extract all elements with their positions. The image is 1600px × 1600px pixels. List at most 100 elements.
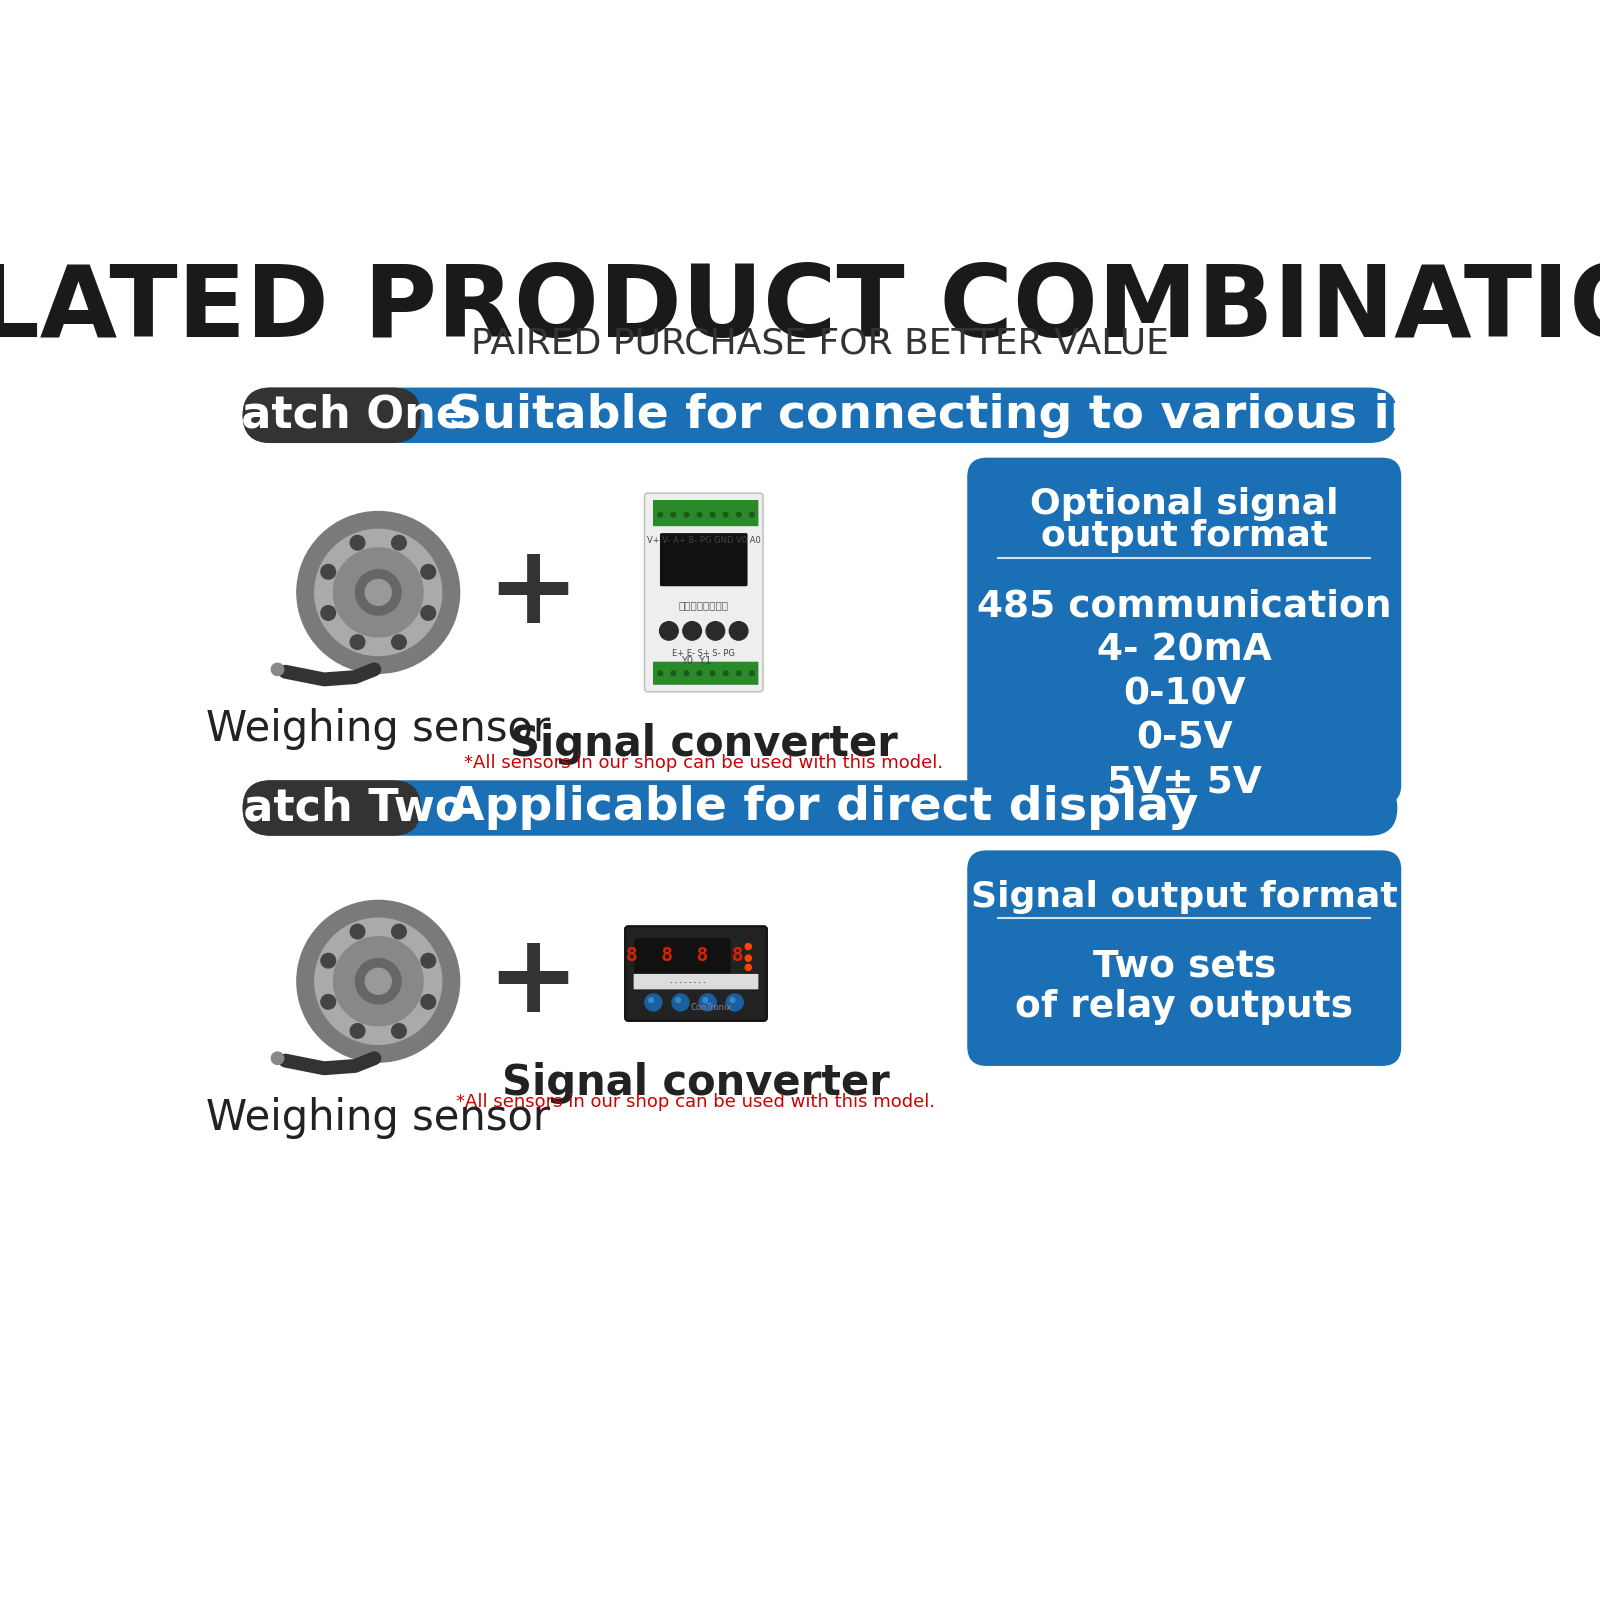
Circle shape: [698, 512, 702, 517]
Circle shape: [670, 512, 675, 517]
Text: +: +: [486, 928, 579, 1035]
Text: RELATED PRODUCT COMBINATIONS: RELATED PRODUCT COMBINATIONS: [0, 261, 1600, 358]
FancyBboxPatch shape: [731, 662, 746, 685]
FancyBboxPatch shape: [243, 387, 1397, 443]
Circle shape: [749, 512, 754, 517]
Circle shape: [315, 530, 442, 656]
Circle shape: [736, 512, 741, 517]
Circle shape: [730, 622, 747, 640]
Circle shape: [659, 622, 678, 640]
Circle shape: [670, 670, 675, 675]
Text: Suitable for connecting to various industrial control: Suitable for connecting to various indus…: [448, 392, 1600, 438]
FancyBboxPatch shape: [968, 850, 1402, 1066]
Circle shape: [699, 994, 717, 1011]
Circle shape: [723, 670, 728, 675]
Circle shape: [315, 918, 442, 1045]
Text: Signal converter: Signal converter: [502, 1062, 890, 1104]
FancyBboxPatch shape: [731, 499, 746, 526]
Circle shape: [706, 622, 725, 640]
Circle shape: [726, 994, 744, 1011]
Text: Two sets: Two sets: [1093, 949, 1275, 986]
FancyBboxPatch shape: [693, 662, 706, 685]
Text: +: +: [486, 539, 579, 646]
Circle shape: [350, 1024, 365, 1038]
FancyBboxPatch shape: [653, 662, 667, 685]
Circle shape: [746, 955, 752, 962]
FancyBboxPatch shape: [243, 781, 421, 835]
Circle shape: [350, 536, 365, 550]
Circle shape: [421, 954, 435, 968]
FancyBboxPatch shape: [666, 499, 680, 526]
Text: ConTronix: ConTronix: [691, 1003, 733, 1011]
FancyBboxPatch shape: [634, 974, 758, 989]
Circle shape: [421, 995, 435, 1010]
FancyBboxPatch shape: [243, 387, 421, 443]
Circle shape: [392, 536, 406, 550]
FancyBboxPatch shape: [634, 938, 731, 973]
Text: Weighing sensor: Weighing sensor: [206, 707, 550, 750]
FancyBboxPatch shape: [645, 493, 763, 691]
Circle shape: [392, 1024, 406, 1038]
Circle shape: [298, 901, 459, 1062]
Circle shape: [272, 1053, 283, 1064]
Circle shape: [710, 670, 715, 675]
Circle shape: [322, 565, 336, 579]
Text: 5V± 5V: 5V± 5V: [1107, 765, 1262, 800]
Text: Applicable for direct display: Applicable for direct display: [448, 786, 1198, 830]
Circle shape: [322, 995, 336, 1010]
Text: Match Two: Match Two: [198, 787, 466, 829]
Circle shape: [421, 565, 435, 579]
Circle shape: [272, 664, 283, 675]
Text: 485 communication: 485 communication: [978, 589, 1392, 624]
Text: 4- 20mA: 4- 20mA: [1098, 632, 1272, 669]
Text: *All sensors in our shop can be used with this model.: *All sensors in our shop can be used wit…: [456, 1093, 936, 1110]
FancyBboxPatch shape: [968, 458, 1402, 805]
Circle shape: [710, 512, 715, 517]
FancyBboxPatch shape: [706, 499, 718, 526]
FancyBboxPatch shape: [659, 533, 747, 586]
Text: Signal output format: Signal output format: [971, 880, 1398, 914]
FancyBboxPatch shape: [653, 499, 667, 526]
Circle shape: [322, 954, 336, 968]
Text: 传感器物联网络端: 传感器物联网络端: [678, 600, 728, 610]
Circle shape: [736, 670, 741, 675]
FancyBboxPatch shape: [744, 662, 758, 685]
Circle shape: [322, 606, 336, 621]
Circle shape: [350, 635, 365, 650]
Text: 8  8  8  8: 8 8 8 8: [626, 946, 742, 965]
FancyBboxPatch shape: [678, 499, 693, 526]
Text: Optional signal: Optional signal: [1030, 486, 1339, 522]
Circle shape: [746, 965, 752, 971]
Circle shape: [683, 622, 701, 640]
Circle shape: [658, 670, 662, 675]
Circle shape: [675, 998, 680, 1003]
Circle shape: [355, 958, 402, 1003]
Circle shape: [365, 968, 392, 994]
Circle shape: [730, 998, 734, 1003]
Circle shape: [658, 512, 662, 517]
Circle shape: [298, 512, 459, 674]
Circle shape: [698, 670, 702, 675]
Circle shape: [365, 579, 392, 605]
Circle shape: [355, 570, 402, 614]
Text: *All sensors in our shop can be used with this model.: *All sensors in our shop can be used wit…: [464, 754, 944, 773]
Text: 0-5V: 0-5V: [1136, 720, 1232, 757]
FancyBboxPatch shape: [678, 662, 693, 685]
Text: Weighing sensor: Weighing sensor: [206, 1096, 550, 1139]
FancyBboxPatch shape: [693, 499, 706, 526]
Circle shape: [392, 635, 406, 650]
FancyBboxPatch shape: [626, 926, 766, 1021]
Text: V+ V- A+ B- PG GND V0 A0: V+ V- A+ B- PG GND V0 A0: [646, 536, 760, 546]
Circle shape: [749, 670, 754, 675]
Text: Signal converter: Signal converter: [510, 723, 898, 765]
Circle shape: [421, 606, 435, 621]
Circle shape: [392, 925, 406, 939]
Text: E+ E- S+ S- PG: E+ E- S+ S- PG: [672, 648, 734, 658]
FancyBboxPatch shape: [243, 781, 1397, 835]
FancyBboxPatch shape: [718, 662, 733, 685]
FancyBboxPatch shape: [718, 499, 733, 526]
Circle shape: [645, 994, 662, 1011]
Circle shape: [333, 547, 422, 637]
FancyBboxPatch shape: [666, 662, 680, 685]
FancyBboxPatch shape: [706, 662, 718, 685]
